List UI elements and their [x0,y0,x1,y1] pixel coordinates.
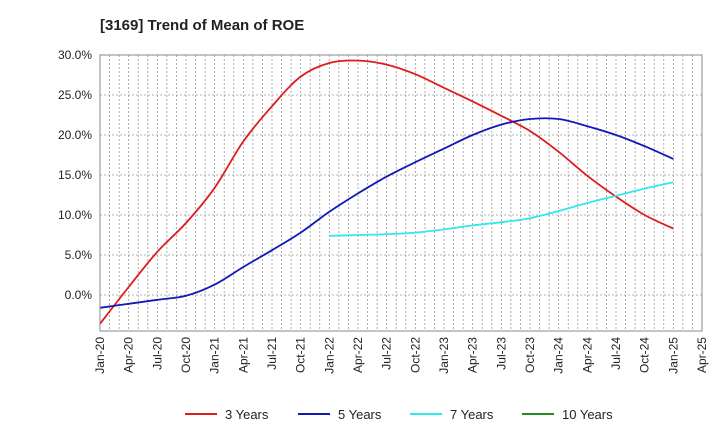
x-tick-label: Apr-25 [695,337,709,373]
grid [100,54,702,331]
y-axis-ticks: 0.0% 5.0% 10.0% 15.0% 20.0% 25.0% 30.0% [58,48,92,302]
y-tick-label: 10.0% [58,208,92,222]
x-tick-label: Jul-20 [150,337,164,370]
y-tick-label: 30.0% [58,48,92,62]
x-tick-label: Oct-22 [408,337,422,373]
x-tick-label: Jan-21 [208,337,222,374]
x-tick-label: Apr-24 [580,337,594,373]
x-tick-label: Jan-22 [322,337,336,374]
y-tick-label: 20.0% [58,128,92,142]
legend-label-5-years: 5 Years [338,407,382,422]
legend-label-10-years: 10 Years [562,407,613,422]
legend-label-3-years: 3 Years [225,407,269,422]
series-lines [99,59,674,325]
x-tick-label: Apr-23 [466,337,480,373]
x-tick-label: Jan-23 [437,337,451,374]
legend-label-7-years: 7 Years [450,407,494,422]
legend: 3 Years 5 Years 7 Years 10 Years [185,407,613,422]
x-tick-label: Oct-20 [179,337,193,373]
x-tick-label: Jul-23 [494,337,508,370]
x-tick-label: Jan-25 [666,337,680,374]
x-axis-ticks: Jan-20 Apr-20 Jul-20 Oct-20 Jan-21 Apr-21 Jul-… [93,337,709,374]
plot-area [99,54,703,332]
x-tick-label: Apr-20 [122,337,136,373]
series-line-7-years [329,181,674,237]
x-tick-label: Oct-21 [294,337,308,373]
x-tick-label: Apr-21 [236,337,250,373]
y-tick-label: 0.0% [65,288,93,302]
chart-title: [3169] Trend of Mean of ROE [100,17,304,34]
y-tick-label: 15.0% [58,168,92,182]
x-tick-label: Jul-21 [265,337,279,370]
x-tick-label: Jul-22 [380,337,394,370]
series-line-5-years [99,117,674,309]
y-tick-label: 25.0% [58,88,92,102]
x-tick-label: Apr-22 [351,337,365,373]
x-tick-label: Jan-24 [552,337,566,374]
x-tick-label: Oct-24 [638,337,652,373]
x-tick-label: Oct-23 [523,337,537,373]
y-tick-label: 5.0% [65,248,93,262]
series-line-3-years [99,59,674,325]
x-tick-label: Jan-20 [93,337,107,374]
x-tick-label: Jul-24 [609,337,623,370]
